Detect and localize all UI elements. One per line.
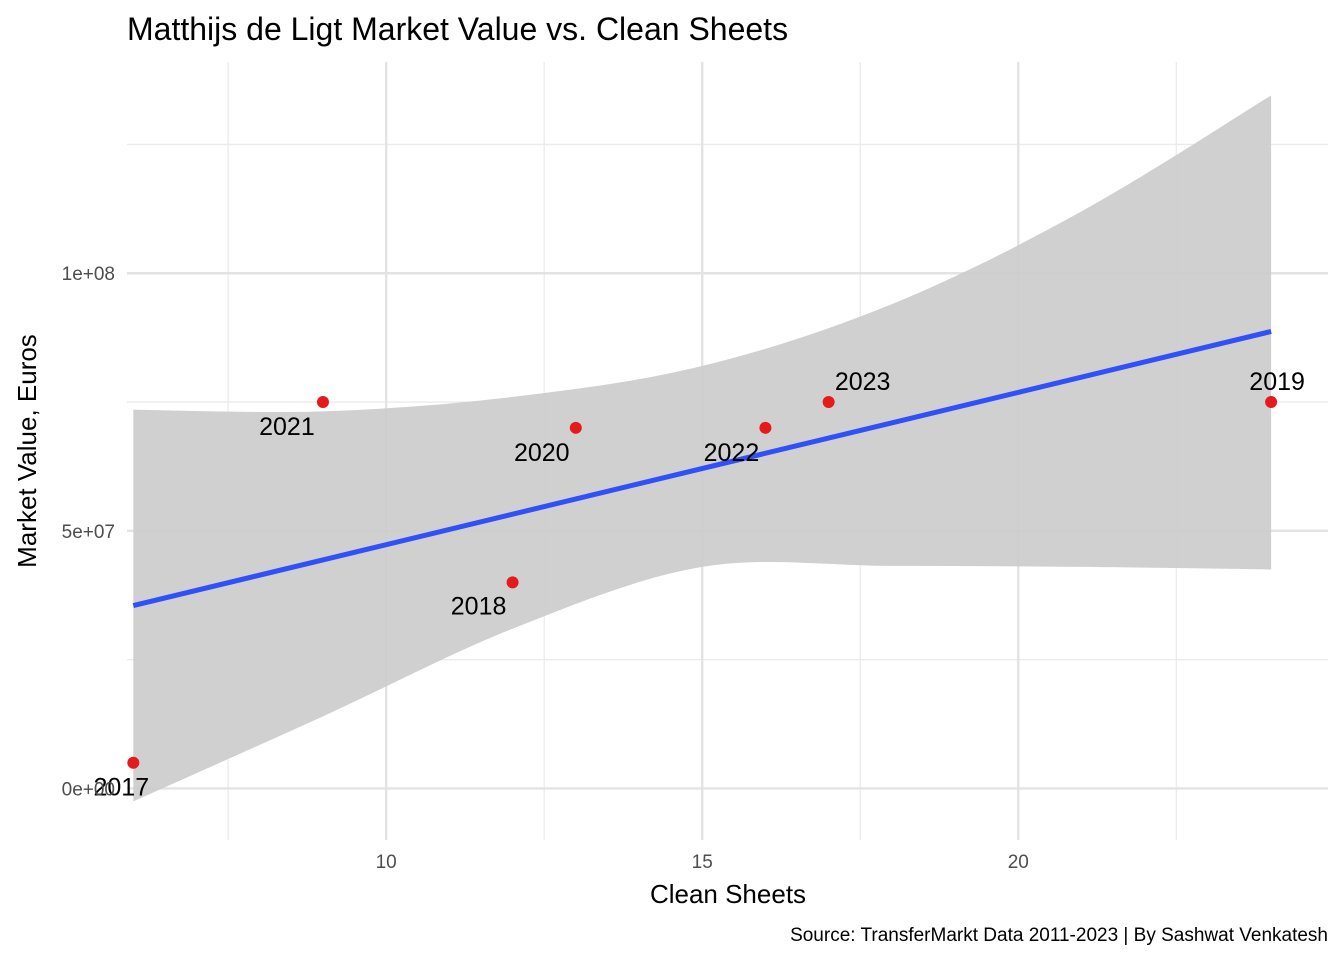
trend-line-layer [132, 329, 1272, 608]
data-points [127, 396, 1278, 769]
data-point-2022 [759, 421, 772, 434]
confidence-band-layer [133, 95, 1272, 802]
confidence-band [133, 95, 1272, 802]
data-point-2019 [1265, 396, 1278, 409]
point-labels: 2017 2021 2018 2020 2022 2023 2019 [94, 368, 1305, 802]
chart-caption: Source: TransferMarkt Data 2011-2023 | B… [790, 925, 1328, 946]
point-label-2017: 2017 [94, 774, 150, 802]
x-axis-ticks: 10 15 20 [376, 852, 1029, 873]
y-tick-label: 5e+07 [62, 522, 115, 543]
y-axis-ticks: 0e+00 5e+07 1e+08 [62, 264, 115, 800]
point-label-2021: 2021 [259, 413, 315, 441]
point-label-2019: 2019 [1249, 368, 1305, 396]
data-point-2023 [822, 396, 835, 409]
y-tick-label: 0e+00 [62, 779, 115, 800]
x-tick-label: 15 [692, 852, 713, 873]
x-axis-title: Clean Sheets [650, 879, 806, 909]
y-tick-label: 1e+08 [62, 264, 115, 285]
y-axis-title: Market Value, Euros [12, 334, 42, 568]
data-point-2020 [569, 421, 582, 434]
data-point-2017 [127, 756, 140, 769]
data-point-2018 [506, 576, 519, 589]
chart-title: Matthijs de Ligt Market Value vs. Clean … [127, 11, 788, 47]
point-label-2020: 2020 [514, 439, 570, 467]
x-tick-label: 20 [1008, 852, 1029, 873]
point-label-2022: 2022 [704, 439, 760, 467]
data-point-2021 [316, 396, 329, 409]
trend-line [132, 329, 1272, 608]
point-label-2018: 2018 [451, 592, 507, 620]
point-label-2023: 2023 [835, 368, 891, 396]
x-tick-label: 10 [376, 852, 397, 873]
